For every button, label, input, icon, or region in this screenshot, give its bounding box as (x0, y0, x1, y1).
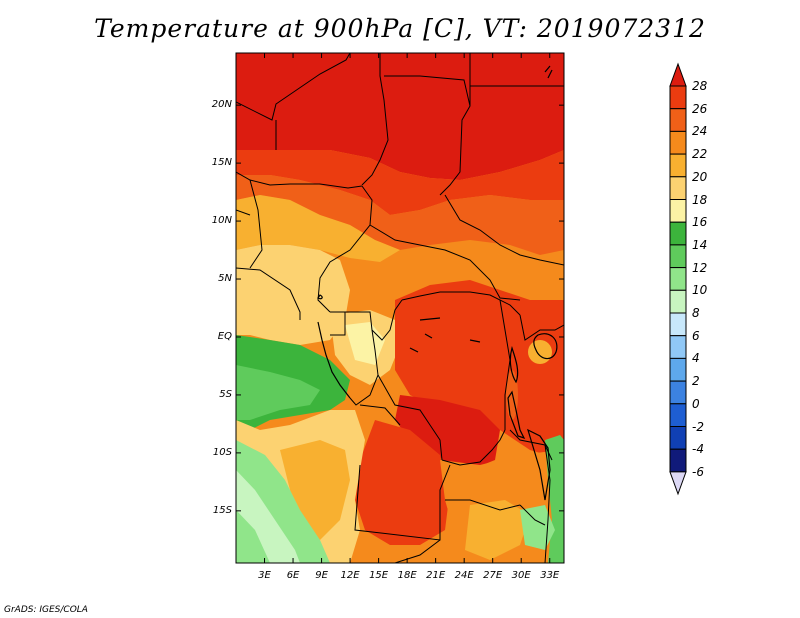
colorbar-label: 20 (692, 169, 708, 184)
lon-label: 27E (483, 570, 503, 581)
colorbar-label: 10 (692, 283, 708, 298)
colorbar-segment (669, 153, 687, 178)
colorbar-segment (669, 244, 687, 269)
colorbar-top-arrow (669, 62, 687, 87)
country-borders (236, 53, 564, 563)
colorbar-label: 28 (692, 79, 708, 93)
colorbar-label: 22 (692, 147, 708, 162)
colorbar-segment (669, 130, 687, 155)
colorbar-segment (669, 312, 687, 337)
colorbar-segment (669, 403, 687, 427)
colorbar-label: 6 (692, 328, 700, 343)
colorbar-segment (669, 380, 687, 405)
lat-label: 10S (212, 446, 232, 458)
colorbar-segment (669, 289, 687, 314)
lon-label: 6E (286, 570, 300, 581)
lon-label: 9E (315, 570, 328, 581)
colorbar-segment (669, 267, 687, 291)
lon-label: 12E (340, 570, 360, 581)
colorbar-label: 26 (692, 101, 708, 116)
colorbar-label: 8 (692, 306, 700, 320)
lon-label: 30E (511, 570, 531, 581)
colorbar-segment (669, 221, 687, 246)
colorbar-segment (669, 85, 687, 110)
lat-label: 15S (212, 504, 232, 516)
colorbar-label: 12 (692, 260, 708, 275)
lon-label: 24E (454, 570, 474, 581)
colorbar-label: 18 (692, 192, 708, 207)
colorbar-segment (669, 426, 687, 450)
lat-label: 10N (211, 215, 232, 227)
lat-ticks (236, 104, 564, 512)
colorbar-segment (669, 357, 687, 382)
lakes-and-coast (317, 65, 558, 501)
colorbar-bottom-arrow (669, 471, 687, 496)
lat-label: EQ (217, 330, 232, 342)
colorbar-segment (669, 199, 687, 223)
grads-credit: GrADS: IGES/COLA (4, 605, 88, 615)
map-title: Temperature at 900hPa [C], VT: 201907231… (94, 14, 706, 43)
colorbar-label: 24 (692, 124, 708, 139)
colorbar-label: 16 (692, 215, 708, 230)
lon-label: 33E (540, 570, 560, 581)
lon-ticks (264, 53, 551, 563)
temperature-field (236, 53, 564, 563)
lat-label: 5N (218, 273, 232, 285)
lon-label: 15E (369, 570, 389, 581)
plot-frame (235, 52, 565, 564)
lat-label: 15N (211, 157, 232, 169)
lon-label: 21E (426, 570, 446, 581)
lat-label: 5S (219, 388, 232, 400)
lat-label: 20N (211, 99, 232, 111)
colorbar-label: 0 (692, 396, 700, 411)
colorbar-segment (669, 448, 687, 473)
colorbar-label: 2 (692, 374, 700, 389)
lon-label: 18E (397, 570, 417, 581)
colorbar-label: -6 (692, 464, 704, 479)
colorbar-segment (669, 176, 687, 201)
colorbar-segment (669, 108, 687, 132)
colorbar-label: -4 (692, 442, 704, 457)
colorbar-segment (669, 335, 687, 359)
colorbar-label: 14 (692, 237, 708, 252)
colorbar-label: -2 (692, 419, 704, 434)
colorbar-label: 4 (692, 351, 700, 366)
lon-label: 3E (258, 570, 271, 581)
